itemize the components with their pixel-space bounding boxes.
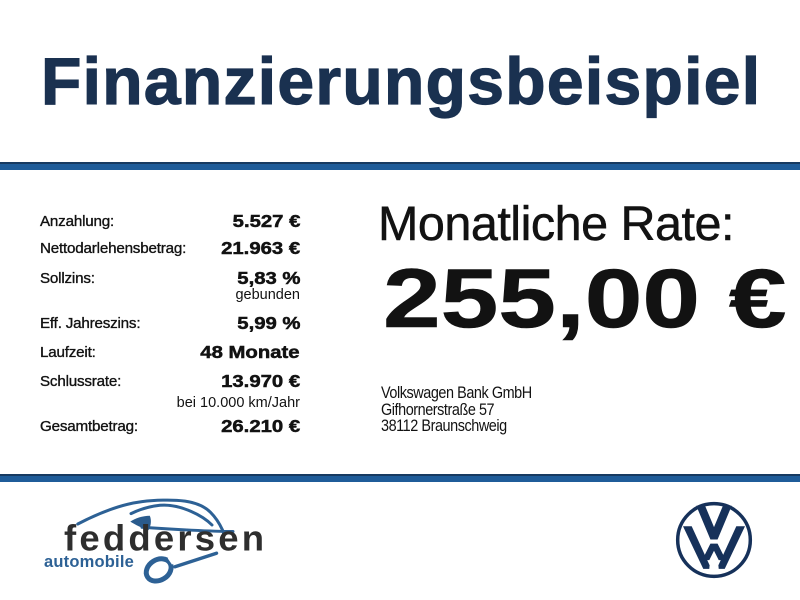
svg-text:automobile: automobile	[44, 553, 134, 571]
svg-text:feddersen: feddersen	[64, 518, 267, 559]
